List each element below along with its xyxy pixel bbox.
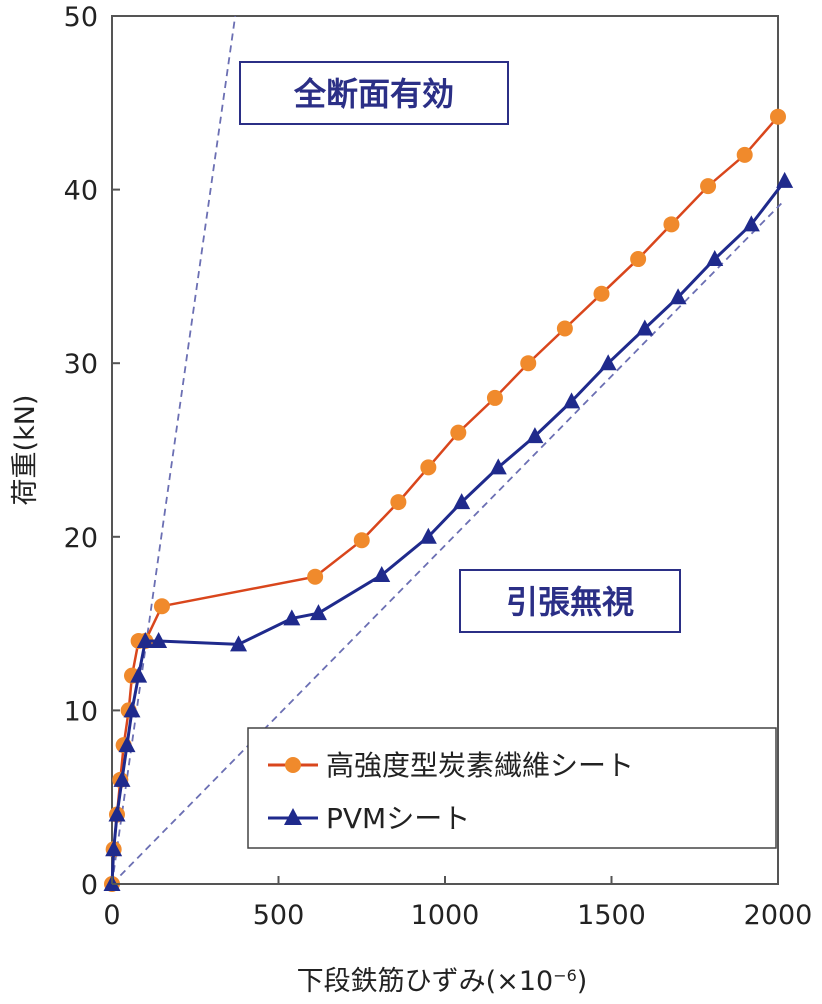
data-point-carbon-sheet bbox=[450, 424, 467, 441]
data-point-pvm-sheet bbox=[373, 565, 391, 582]
y-tick-label: 20 bbox=[64, 523, 98, 554]
x-tick-label: 0 bbox=[103, 900, 120, 931]
data-point-pvm-sheet bbox=[283, 609, 301, 626]
data-point-carbon-sheet bbox=[556, 320, 573, 337]
data-point-pvm-sheet bbox=[108, 805, 126, 822]
data-point-carbon-sheet bbox=[486, 389, 503, 406]
data-point-pvm-sheet bbox=[489, 458, 507, 475]
annotation-box-full-section bbox=[239, 61, 509, 125]
data-point-pvm-sheet bbox=[776, 171, 794, 188]
x-tick-label: 1500 bbox=[577, 900, 646, 931]
annotation-box-tension-ignored bbox=[459, 569, 681, 633]
data-point-pvm-sheet bbox=[309, 604, 327, 621]
legend-label-pvm: PVMシート bbox=[326, 802, 470, 835]
data-point-pvm-sheet bbox=[742, 215, 760, 232]
y-axis-title: 荷重(kN) bbox=[10, 395, 41, 506]
x-tick-label: 500 bbox=[253, 900, 305, 931]
y-tick-label: 0 bbox=[81, 870, 98, 901]
data-point-carbon-sheet bbox=[420, 459, 437, 476]
data-point-pvm-sheet bbox=[118, 736, 136, 753]
data-point-pvm-sheet bbox=[123, 701, 141, 718]
y-tick-label: 10 bbox=[64, 696, 98, 727]
data-point-carbon-sheet bbox=[390, 494, 407, 511]
x-tick-label: 1000 bbox=[411, 900, 480, 931]
y-axis-ticks: 0 10 20 30 40 50 bbox=[64, 2, 120, 901]
data-point-carbon-sheet bbox=[307, 568, 324, 585]
data-point-carbon-sheet bbox=[770, 108, 786, 125]
legend-label-carbon: 高強度型炭素繊維シート bbox=[326, 749, 634, 782]
data-point-carbon-sheet bbox=[630, 251, 647, 268]
y-tick-label: 40 bbox=[64, 176, 98, 207]
data-point-carbon-sheet bbox=[153, 598, 170, 615]
data-point-carbon-sheet bbox=[593, 285, 610, 302]
data-point-pvm-sheet bbox=[150, 631, 168, 648]
data-point-pvm-sheet bbox=[599, 354, 617, 371]
data-point-carbon-sheet bbox=[353, 532, 370, 549]
data-point-pvm-sheet bbox=[563, 392, 581, 409]
data-point-pvm-sheet bbox=[669, 288, 687, 305]
data-point-carbon-sheet bbox=[663, 216, 680, 233]
data-point-pvm-sheet bbox=[636, 319, 654, 336]
y-tick-label: 30 bbox=[64, 349, 98, 380]
x-axis-ticks: 0 500 1000 1500 2000 bbox=[103, 876, 812, 931]
data-point-pvm-sheet bbox=[526, 427, 544, 444]
annotation-full-section: 全断面有効 bbox=[293, 75, 454, 113]
legend-box bbox=[247, 727, 777, 849]
x-axis-title-exponent: −6 bbox=[553, 966, 577, 985]
x-axis-title-close: ) bbox=[577, 966, 588, 997]
data-point-pvm-sheet bbox=[453, 493, 471, 510]
data-point-carbon-sheet bbox=[736, 146, 753, 163]
data-point-pvm-sheet bbox=[230, 635, 248, 652]
reference-line-full-section bbox=[111, 15, 237, 885]
data-point-pvm-sheet bbox=[419, 527, 437, 544]
legend-marker-carbon bbox=[285, 757, 301, 773]
x-axis-title: 下段鉄筋ひずみ(×10−6) bbox=[297, 966, 588, 998]
data-point-carbon-sheet bbox=[520, 355, 537, 372]
x-axis-title-main: 下段鉄筋ひずみ(×10 bbox=[297, 966, 554, 997]
reference-line-tension-ignored bbox=[111, 202, 782, 885]
data-point-pvm-sheet bbox=[113, 770, 131, 787]
y-tick-label: 50 bbox=[64, 2, 98, 33]
series-layer bbox=[103, 108, 794, 892]
data-point-carbon-sheet bbox=[700, 178, 717, 195]
data-point-pvm-sheet bbox=[105, 840, 123, 857]
reference-lines bbox=[111, 15, 782, 885]
annotation-tension-ignored: 引張無視 bbox=[506, 583, 634, 621]
x-tick-label: 2000 bbox=[744, 900, 813, 931]
legend-marker-pvm bbox=[284, 808, 302, 825]
data-point-pvm-sheet bbox=[136, 631, 154, 648]
data-point-pvm-sheet bbox=[706, 250, 724, 267]
data-point-pvm-sheet bbox=[130, 666, 148, 683]
legend: 高強度型炭素繊維シート PVMシート bbox=[247, 727, 777, 849]
